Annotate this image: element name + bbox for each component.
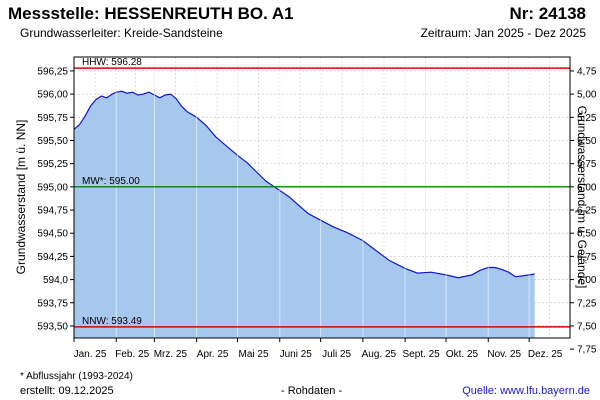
source-label: Quelle: xyxy=(462,385,501,397)
series-line xyxy=(73,90,535,279)
x-tick-label: Mrz. 25 xyxy=(154,349,188,360)
raw-data-note: - Rohdaten - xyxy=(281,385,343,397)
y2-tick-label: 7,50 xyxy=(577,321,597,332)
y-tick-label: 593,50 xyxy=(37,321,68,332)
x-tick-label: Sept. 25 xyxy=(402,349,440,360)
y2-tick-label: 4,75 xyxy=(577,66,597,77)
y-tick-label: 595,25 xyxy=(37,159,68,170)
y2-tick-label: 5,00 xyxy=(577,90,597,101)
y2-tick-label: 6,75 xyxy=(577,252,597,263)
x-tick-label: Mai 25 xyxy=(239,349,269,360)
aquifer-label: Grundwasserleiter: Kreide-Sandsteine xyxy=(20,26,223,40)
y2-tick-label: 5,75 xyxy=(577,159,597,170)
series-area xyxy=(74,91,535,338)
y-tick-label: 594,25 xyxy=(37,252,68,263)
x-tick-label: Apr. 25 xyxy=(197,349,229,360)
y2-tick-label: 7,75 xyxy=(577,345,597,356)
y2-tick-label: 7,25 xyxy=(577,298,597,309)
x-tick-label: Juli 25 xyxy=(322,349,351,360)
x-tick-label: Juni 25 xyxy=(280,349,313,360)
created-date: erstellt: 09.12.2025 xyxy=(20,385,114,397)
station-title: Messstelle: HESSENREUTH BO. A1 xyxy=(8,4,294,23)
x-tick-label: Dez. 25 xyxy=(528,349,563,360)
y-tick-label: 594,50 xyxy=(37,229,68,240)
reference-lines: HHW: 596.28 MW*: 595.00 NNW: 593.49 xyxy=(74,57,570,338)
x-tick-label: Feb. 25 xyxy=(115,349,149,360)
y-tick-label: 596,25 xyxy=(37,66,68,77)
y2-tick-label: 7,00 xyxy=(577,275,597,286)
x-tick-label: Jan. 25 xyxy=(74,349,107,360)
reference-label: HHW: 596.28 xyxy=(82,57,142,68)
y-tick-label: 596,00 xyxy=(37,90,68,101)
y2-tick-label: 5,25 xyxy=(577,113,597,124)
y2-tick-label: 6,25 xyxy=(577,206,597,217)
x-tick-label: Aug. 25 xyxy=(362,349,397,360)
x-tick-label: Okt. 25 xyxy=(446,349,479,360)
source: Quelle: www.lfu.bayern.de xyxy=(462,385,590,397)
y2-tick-label: 5,50 xyxy=(577,136,597,147)
reference-label: NNW: 593.49 xyxy=(82,316,142,327)
y-axis-label-right: Grundwasserstand [m u. Gelände] xyxy=(575,106,589,289)
plot-frame xyxy=(73,56,571,339)
footnote: * Abflussjahr (1993-2024) xyxy=(20,371,133,382)
axis-ticks: 596,25 596,00 595,75 595,50 595,25 595,00 594,… xyxy=(37,66,596,360)
y-tick-label: 594,0 xyxy=(43,275,68,286)
y-tick-label: 595,75 xyxy=(37,113,68,124)
x-tick-label: Nov. 25 xyxy=(487,349,521,360)
reference-label: MW*: 595.00 xyxy=(82,176,140,187)
y-axis-label-left: Grundwasserstand [m ü. NN] xyxy=(14,120,28,275)
y-tick-label: 595,00 xyxy=(37,182,68,193)
y-tick-label: 595,50 xyxy=(37,136,68,147)
period-label: Zeitraum: Jan 2025 - Dez 2025 xyxy=(420,26,586,40)
y-tick-label: 593,75 xyxy=(37,298,68,309)
source-link[interactable]: www.lfu.bayern.de xyxy=(500,385,590,397)
y2-tick-label: 6,00 xyxy=(577,182,597,193)
y2-tick-label: 6,50 xyxy=(577,229,597,240)
station-number: Nr: 24138 xyxy=(509,4,586,23)
y-tick-label: 594,75 xyxy=(37,206,68,217)
